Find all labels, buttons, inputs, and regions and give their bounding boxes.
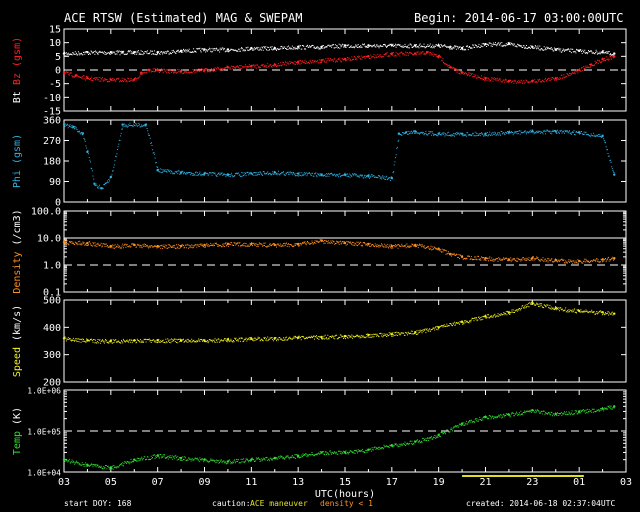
- panel-speed: 500 400 300 200 Speed (km/s): [12, 296, 627, 389]
- bz-point: [613, 55, 616, 58]
- temp-y-tick-label: 1.0E+04: [27, 469, 61, 478]
- phi-y-tick-label: 360: [43, 116, 61, 127]
- x-tick-label: 05: [105, 477, 117, 488]
- mag-y-axis-label-part: (gsm): [12, 37, 23, 73]
- phi-y-tick-label: 90: [49, 177, 61, 188]
- density-frame: [63, 210, 627, 293]
- temp-y-tick-label: 1.0E+05: [27, 428, 61, 437]
- speed-y-axis-label-part: (km/s): [12, 305, 23, 347]
- speed-point: [320, 335, 323, 339]
- density-y-axis-label: Density (/cm3): [12, 209, 23, 293]
- phi-point: [121, 123, 124, 126]
- mag-y-tick-label: -10: [43, 93, 61, 104]
- density-point: [531, 256, 534, 260]
- mag-series-bt: [62, 42, 616, 57]
- density-point: [86, 241, 89, 245]
- x-tick-label: 21: [479, 477, 491, 488]
- bt-point: [320, 45, 323, 48]
- temp-y-axis-label-part: Temp: [12, 431, 23, 455]
- speed-y-tick-label: 500: [43, 296, 61, 307]
- phi-point: [613, 173, 616, 176]
- x-tick-label: 09: [198, 477, 210, 488]
- density-y-tick-label: 0.1: [43, 288, 61, 299]
- speed-y-tick-label: 200: [43, 378, 61, 389]
- panel-phi: 360 270 180 90 0 Phi (gsm): [12, 116, 627, 209]
- mag-series-bz: [62, 51, 616, 84]
- x-tick-label: 01: [573, 477, 585, 488]
- bt-point: [62, 52, 66, 55]
- temp-point: [250, 458, 253, 461]
- temp-scatter: [64, 405, 615, 471]
- caution-label: caution:: [212, 499, 251, 508]
- mag-y-tick-label: -15: [43, 107, 61, 118]
- speed-y-tick-label: 300: [43, 350, 61, 361]
- mag-y-axis-label-part: Bz: [12, 73, 23, 91]
- mag-y-tick-label: 0: [55, 66, 61, 77]
- x-tick-label: 03: [620, 477, 632, 488]
- mag-y-axis-label: Bt Bz (gsm): [12, 37, 23, 103]
- density-point: [613, 256, 616, 260]
- speed-y-tick-label: 400: [43, 323, 61, 334]
- x-axis-label: UTC(hours): [315, 489, 375, 500]
- bz-point: [437, 55, 440, 58]
- panel-temp: 1.0E+06 1.0E+05 1.0E+04 Temp (K): [12, 387, 627, 478]
- x-tick-label: 23: [526, 477, 538, 488]
- phi-y-tick-label: 0: [55, 198, 61, 209]
- x-tick-label: 17: [386, 477, 398, 488]
- x-tick-label: 19: [433, 477, 445, 488]
- start-doy: start DOY: 168: [64, 499, 132, 508]
- panel-mag: 15 10 5 0 -5 -10 -15 Bt Bz (gsm): [12, 25, 627, 118]
- phi-y-tick-label: 180: [43, 157, 61, 168]
- x-tick-label: 13: [292, 477, 304, 488]
- x-tick-label: 11: [245, 477, 257, 488]
- speed-scatter: [64, 302, 615, 344]
- phi-y-axis-label: Phi (gsm): [12, 134, 23, 188]
- speed-series-speed: [62, 301, 616, 344]
- density-series-density: [62, 239, 616, 264]
- mag-y-tick-label: 10: [49, 38, 61, 49]
- density-y-tick-label: 10.0: [37, 234, 61, 245]
- temp-y-axis-label: Temp (K): [12, 407, 23, 455]
- phi-series-phi: [62, 122, 616, 190]
- speed-frame: [63, 299, 627, 383]
- mag-y-tick-label: 15: [49, 25, 61, 36]
- temp-point: [179, 456, 183, 460]
- phi-scatter: [64, 122, 615, 190]
- speed-y-axis-label-part: Speed: [12, 347, 23, 377]
- begin-time: Begin: 2014-06-17 03:00:00UTC: [414, 11, 624, 25]
- x-tick-label: 03: [58, 477, 70, 488]
- density-caution-label: density < 1: [320, 499, 373, 508]
- density-y-tick-label: 1.0: [43, 261, 61, 272]
- density-scatter: [64, 239, 615, 264]
- created-time: created: 2014-06-18 02:37:04UTC: [466, 499, 616, 508]
- x-tick-label: 15: [339, 477, 351, 488]
- chart-title: ACE RTSW (Estimated) MAG & SWEPAM: [64, 11, 303, 25]
- density-y-axis-label-part: (/cm3): [12, 209, 23, 251]
- density-y-tick-label: 100.0: [31, 207, 61, 218]
- temp-y-axis-label-part: (K): [12, 407, 23, 431]
- mag-y-axis-label-part: Bt: [12, 91, 23, 103]
- temp-y-tick-label: 1.0E+06: [27, 387, 61, 396]
- phi-y-tick-label: 270: [43, 136, 61, 147]
- phi-y-axis-label-part: Phi: [12, 170, 23, 188]
- maneuver-label: ACE maneuver: [250, 499, 308, 508]
- bz-scatter: [64, 51, 615, 84]
- panel-density: 100.0 10.0 1.0 0.1 Density (/cm3): [12, 207, 627, 299]
- phi-point: [62, 123, 66, 126]
- mag-y-tick-label: 5: [55, 52, 61, 63]
- temp-series-temp: [62, 405, 616, 471]
- speed-point: [156, 338, 159, 342]
- density-y-axis-label-part: Density: [12, 252, 23, 294]
- x-tick-label: 07: [152, 477, 164, 488]
- phi-y-axis-label-part: (gsm): [12, 134, 23, 170]
- mag-y-tick-label: -5: [49, 79, 61, 90]
- bt-scatter: [64, 42, 615, 57]
- speed-y-axis-label: Speed (km/s): [12, 305, 23, 377]
